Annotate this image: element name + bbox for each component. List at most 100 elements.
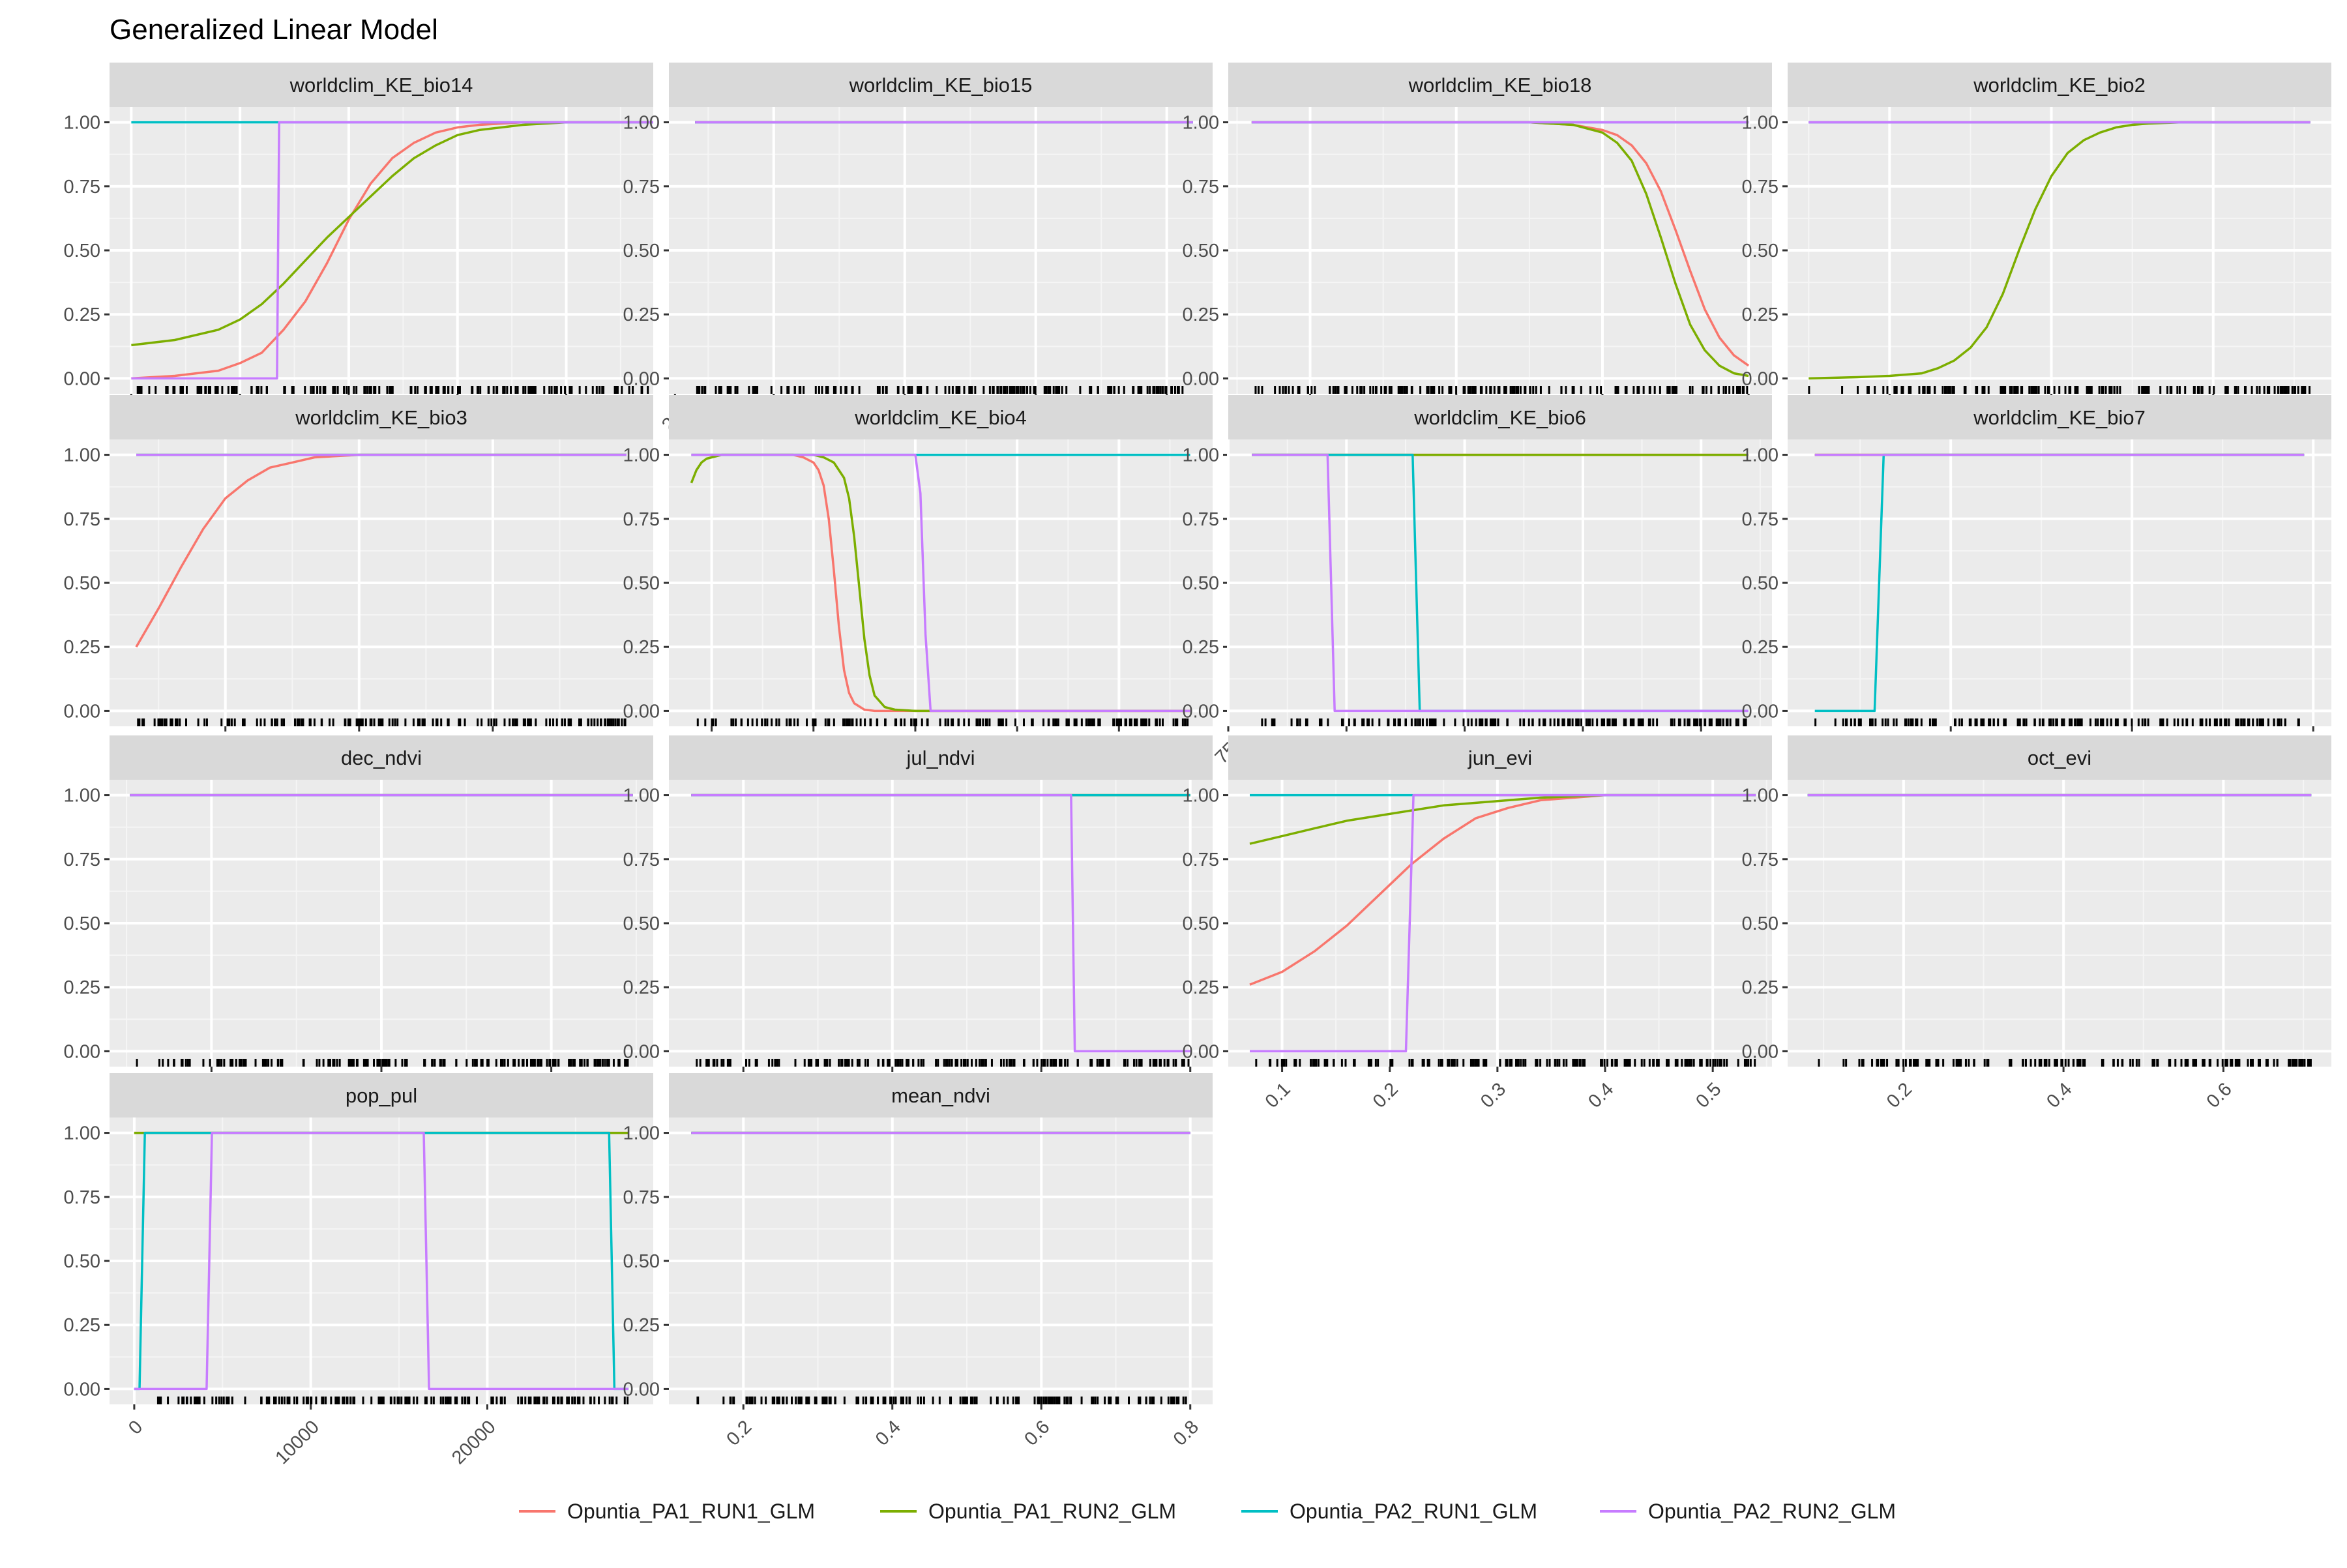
x-tick-label: 0.6 [1020,1417,1054,1450]
y-tick-label: 0.50 [1742,241,1779,261]
facet-title: worldclim_KE_bio3 [295,406,467,429]
series-line [131,121,653,347]
y-tick-label: 0.00 [64,1041,100,1062]
legend-item: Opuntia_PA2_RUN2_GLM [1600,1500,1896,1523]
y-tick-label: 0.50 [1183,913,1219,934]
y-tick-label: 0.00 [1183,1041,1219,1062]
x-tick-label: 0.1 [1262,1079,1295,1112]
legend-label: Opuntia_PA2_RUN2_GLM [1648,1500,1896,1523]
facet-panel: worldclim_KE_bio180.000.250.500.751.0010… [1183,63,1772,443]
facet-strip [1788,395,2331,439]
y-tick-label: 0.25 [1183,637,1219,658]
facet-title: worldclim_KE_bio14 [289,74,473,96]
y-tick-label: 0.00 [1742,368,1779,389]
x-tick-label: 0.2 [722,1417,756,1450]
series-line [691,453,1190,713]
y-tick-label: 0.50 [623,241,660,261]
y-tick-label: 0.25 [1742,977,1779,998]
y-tick-label: 0.50 [1183,241,1219,261]
rug [1808,386,2311,394]
rug [156,1397,629,1404]
y-tick-label: 1.00 [1183,445,1219,466]
y-tick-label: 0.00 [64,1379,100,1400]
y-tick-label: 0.75 [1742,509,1779,530]
y-tick-label: 1.00 [623,445,660,466]
facet-title: worldclim_KE_bio18 [1408,74,1592,96]
rug [137,718,627,726]
facet-panel: worldclim_KE_bio20.000.250.500.751.00150… [1742,63,2331,443]
y-tick-label: 1.00 [64,113,100,134]
y-tick-label: 0.00 [623,701,660,722]
y-tick-label: 0.25 [623,304,660,325]
facet-strip [1228,63,1772,107]
x-tick-label: 0.2 [1369,1079,1402,1112]
y-tick-label: 0.75 [64,850,100,870]
y-tick-label: 0.75 [1742,177,1779,198]
y-tick-label: 1.00 [64,1123,100,1144]
legend-item: Opuntia_PA1_RUN2_GLM [880,1500,1176,1523]
x-tick-label: 0.6 [2203,1079,2236,1112]
series-line [1250,793,1756,1053]
y-tick-label: 0.50 [64,1251,100,1272]
facet-title: pop_pul [346,1084,417,1107]
y-tick-label: 0.75 [623,177,660,198]
series-line [690,453,1190,713]
series-line [691,453,1190,713]
facet-panel: jun_evi 0.00 0.25 0.50 0.75 1.00 0.1 0.2 0.3 0.4 0… [1183,735,1772,1112]
facet-strip [110,735,653,780]
rug [696,386,1184,394]
facet-panel: oct_evi 0.00 0.25 0.50 0.75 1.00 0.2 0.4 0.6 [1742,735,2331,1112]
series-line [1251,121,1749,377]
y-tick-label: 0.75 [1742,850,1779,870]
facet-panel: pop_pul 0.00 0.25 0.50 0.75 1.00 0 10000 20000 [64,1073,653,1468]
y-tick-label: 1.00 [623,113,660,134]
legend-item: Opuntia_PA1_RUN1_GLM [519,1500,815,1523]
x-tick-label: 0.4 [2043,1079,2076,1112]
y-tick-label: 0.25 [1742,304,1779,325]
facet-strip [1788,735,2331,780]
y-tick-label: 0.25 [64,637,100,658]
x-tick-label: 0.2 [1883,1079,1916,1112]
facet-strip [669,63,1213,107]
y-tick-label: 0.50 [1742,573,1779,594]
facet-strip [669,395,1213,439]
y-tick-label: 0.25 [1742,637,1779,658]
y-tick-label: 1.00 [623,1123,660,1144]
facet-strip [110,63,653,107]
y-tick-label: 0.75 [64,177,100,198]
y-tick-label: 0.25 [1183,977,1219,998]
facet-panels: worldclim_KE_bio140.000.250.500.751.0005… [64,63,2331,1468]
facet-title: jun_evi [1468,747,1532,769]
facet-panel: worldclim_KE_bio140.000.250.500.751.0005… [64,63,688,436]
x-tick-label: 0.3 [1477,1079,1510,1112]
y-tick-label: 0.00 [1183,701,1219,722]
y-tick-label: 0.00 [623,1379,660,1400]
y-tick-label: 0.75 [1183,509,1219,530]
series-line [691,793,1190,1053]
facet-panel: worldclim_KE_bio60.000.250.500.751.00751… [1183,395,1772,776]
y-tick-label: 0.00 [1183,368,1219,389]
facet-strip [110,1073,653,1117]
facet-panel: worldclim_KE_bio40.000.250.500.751.00600… [623,395,1213,783]
y-tick-label: 0.50 [623,913,660,934]
legend-item: Opuntia_PA2_RUN1_GLM [1241,1500,1537,1523]
x-tick-label: 20000 [448,1417,500,1469]
series-line [1252,453,1749,713]
y-tick-label: 1.00 [623,786,660,806]
y-tick-label: 0.25 [1183,304,1219,325]
y-tick-label: 0.75 [64,1187,100,1208]
y-tick-label: 0.50 [623,1251,660,1272]
x-tick-label: 0.8 [1170,1417,1203,1450]
facet-title: mean_ndvi [891,1084,990,1107]
y-tick-label: 0.25 [64,304,100,325]
y-tick-label: 0.75 [623,509,660,530]
legend-label: Opuntia_PA2_RUN1_GLM [1290,1500,1537,1523]
facet-strip [110,395,653,439]
x-tick-label: 0.4 [872,1417,905,1450]
facet-title: worldclim_KE_bio4 [854,406,1027,429]
facet-title: worldclim_KE_bio15 [849,74,1033,96]
legend-label: Opuntia_PA1_RUN1_GLM [567,1500,815,1523]
